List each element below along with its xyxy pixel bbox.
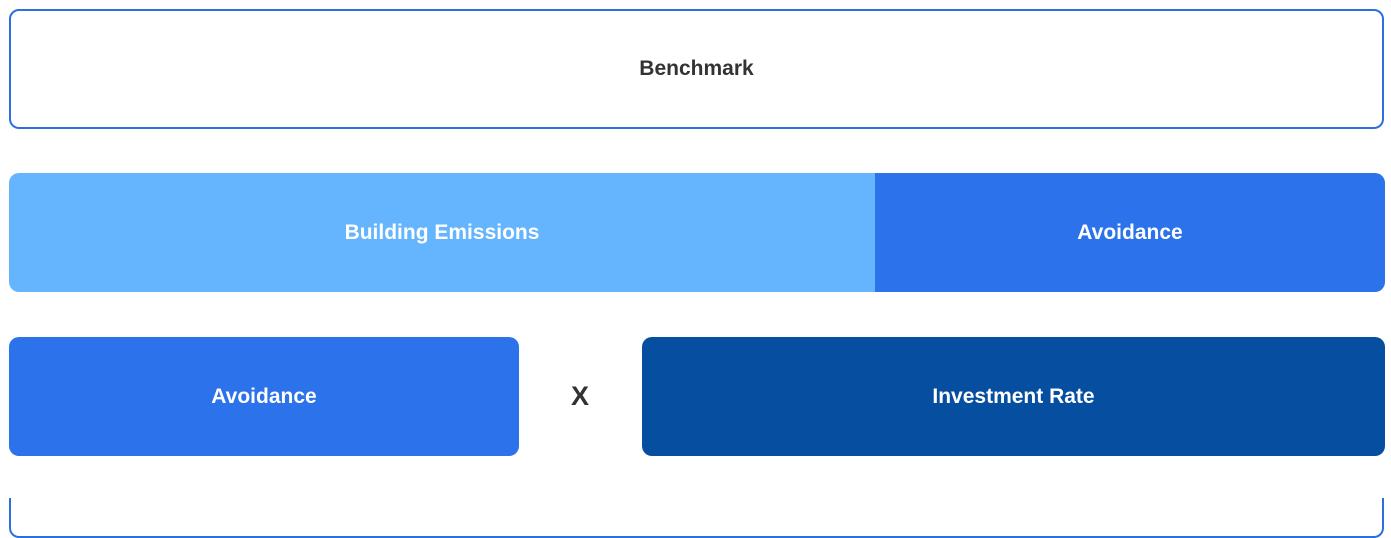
operator: X (570, 381, 589, 411)
building-emissions: Building Emissions (9, 173, 875, 292)
benchmark-box: Benchmark (9, 9, 1384, 129)
avoidance-segment: Avoidance (875, 173, 1385, 292)
investment-rate-box: Investment Rate (642, 337, 1385, 456)
avoidance-box: Avoidance (9, 337, 519, 456)
emissions-bar: Building Emissions Avoidance (9, 173, 1385, 292)
bracket (9, 498, 1384, 538)
